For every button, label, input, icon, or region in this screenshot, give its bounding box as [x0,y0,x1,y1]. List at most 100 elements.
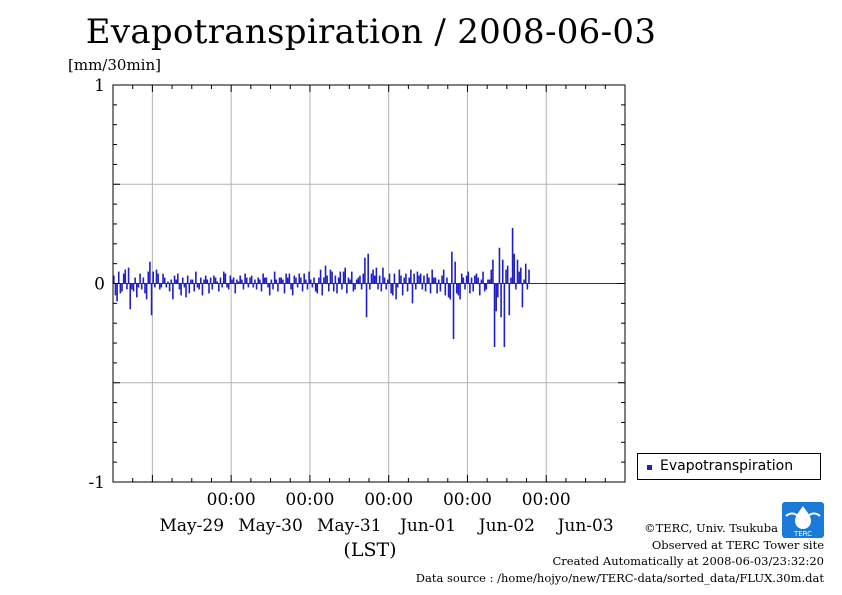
bar [305,279,307,284]
bar [523,279,525,284]
source-text: Data source : /home/hojyo/new/TERC-data/… [415,570,824,585]
x-date-label: May-30 [238,516,303,536]
bar [475,273,478,284]
x-time-label: 00:00 [207,490,256,510]
bar [177,273,179,284]
bar [497,283,499,298]
bar [411,283,414,304]
bar [241,279,243,284]
bar [416,271,419,284]
bar [191,279,194,284]
bar [375,267,378,284]
bar [433,277,435,284]
bar [365,283,368,318]
bar [188,283,191,294]
x-date-label: May-29 [160,516,225,536]
bar [505,269,507,284]
bar [273,271,276,284]
bar [162,273,164,284]
bar [380,283,383,292]
bar [254,279,256,284]
bar [429,283,432,294]
bar [501,259,504,284]
bar [113,275,115,284]
x-tick-labels: 00:00 00:00 00:00 00:00 00:00 May-29 May-30 May… [160,490,614,536]
bar [372,269,374,284]
bar [224,273,227,284]
bar [190,279,192,284]
x-date-label: Jun-02 [477,516,535,536]
bar [237,281,240,284]
bar [464,283,466,290]
bar [291,283,294,296]
bar [359,275,361,284]
bar [336,283,338,294]
bar [172,283,174,300]
created-text: Created Automatically at 2008-06-03/23:3… [552,554,825,568]
bar [524,263,527,284]
bar [492,259,494,284]
bar [126,283,128,290]
bar [426,273,429,284]
bar [521,283,524,308]
bar [483,283,486,292]
legend-swatch [647,465,652,470]
bar [288,273,291,284]
bar [214,277,217,284]
bar [262,273,264,284]
bar [175,279,177,284]
bar [346,283,348,294]
bar [508,283,511,316]
bar [469,283,471,294]
bar [459,283,461,300]
bar [293,275,296,284]
bar [326,275,328,284]
bar [249,277,251,284]
bar [455,283,458,294]
bar [119,283,122,294]
bar [421,283,424,290]
bar [457,283,460,296]
bar [324,265,327,284]
bar [474,275,476,284]
bar [462,277,465,284]
y-tick-labels: -1 0 1 [88,76,105,493]
bar [367,253,369,284]
bar [506,265,509,284]
bar [181,277,184,284]
bar [327,283,330,292]
bar [139,273,141,284]
bar [267,283,269,288]
bar [388,273,391,284]
bar [341,283,343,290]
bar [490,269,493,284]
bar [242,283,245,290]
bar [227,283,230,290]
bar [149,261,151,284]
bar [446,277,448,284]
bar [478,283,481,296]
bar [303,273,305,284]
bar [165,283,168,288]
y-tick-label: -1 [88,473,105,493]
bar [290,283,292,290]
bar [503,283,506,348]
bar [515,283,517,290]
bar [477,277,479,284]
bar [370,273,373,284]
bar [163,277,166,284]
axis-ticks [112,84,626,483]
site-text: Observed at TERC Tower site [651,537,824,552]
bar [121,283,123,292]
bar [495,283,497,312]
bar [277,283,279,292]
x-date-label: Jun-01 [398,516,456,536]
bar [401,283,404,296]
bar [451,251,453,284]
bar [344,267,347,284]
bar [355,279,358,284]
bar [247,283,250,288]
bar [334,275,337,284]
bar [436,283,438,294]
bar [424,283,427,292]
